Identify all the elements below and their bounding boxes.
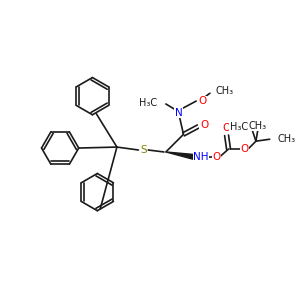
Text: H₃C: H₃C xyxy=(139,98,157,108)
Text: O: O xyxy=(200,119,208,130)
Text: CH₃: CH₃ xyxy=(249,121,267,130)
Text: H₃C: H₃C xyxy=(230,122,248,133)
Text: O: O xyxy=(213,152,221,162)
Text: O: O xyxy=(222,124,231,134)
Text: CH₃: CH₃ xyxy=(216,86,234,96)
Polygon shape xyxy=(166,152,193,159)
Text: N: N xyxy=(175,108,182,118)
Text: S: S xyxy=(140,145,147,155)
Text: NH: NH xyxy=(194,152,209,162)
Text: CH₃: CH₃ xyxy=(278,134,296,144)
Text: O: O xyxy=(240,144,248,154)
Text: O: O xyxy=(198,96,206,106)
